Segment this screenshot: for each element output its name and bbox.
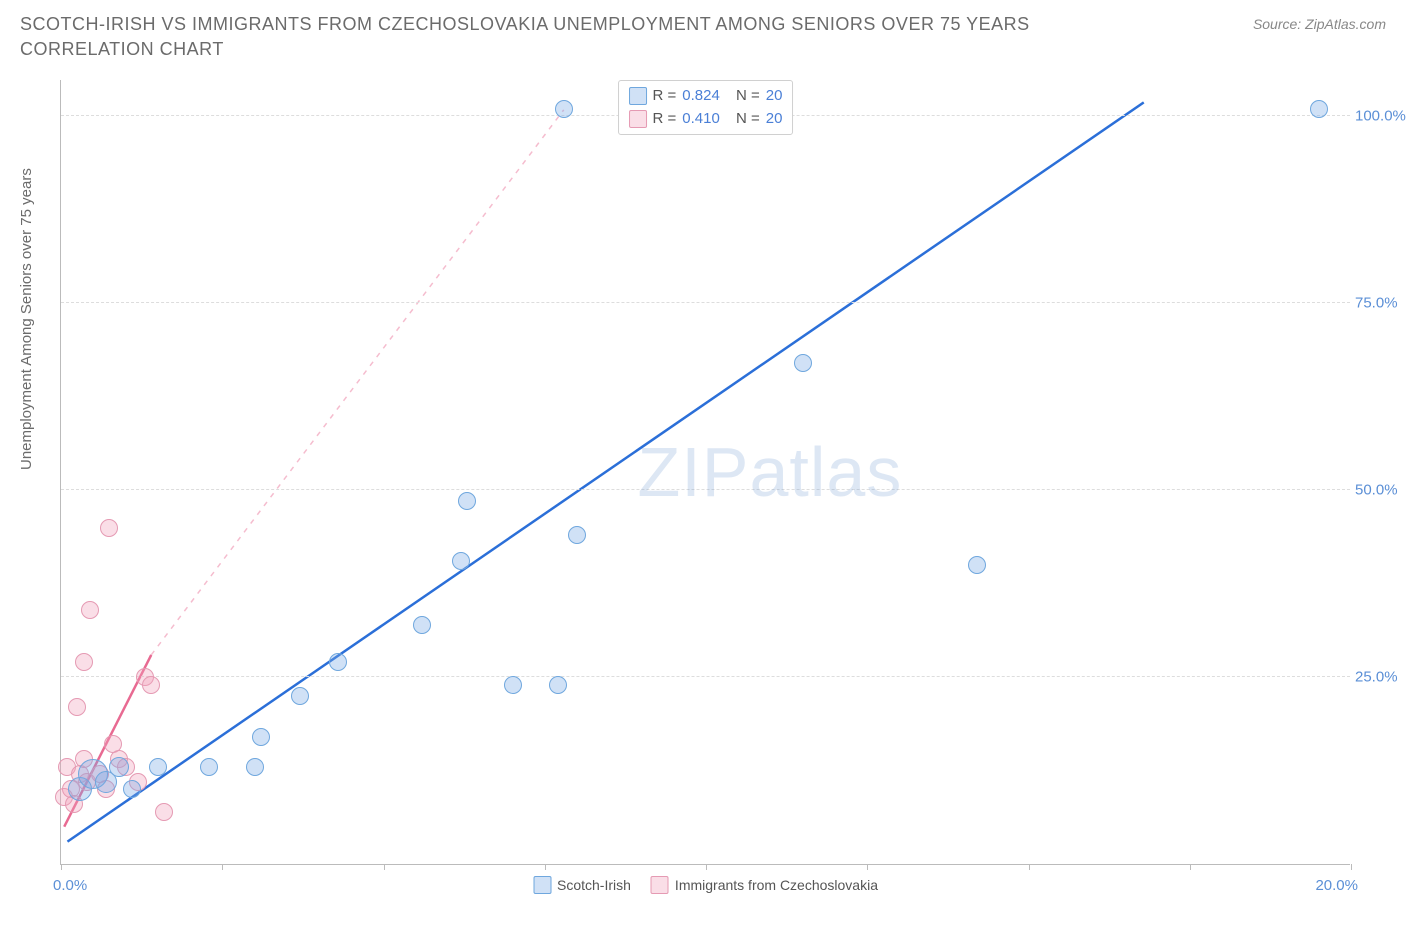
data-point xyxy=(252,728,270,746)
legend-row-blue: R = 0.824 N = 20 xyxy=(629,85,783,108)
data-point xyxy=(109,757,129,777)
swatch-blue xyxy=(629,87,647,105)
data-point xyxy=(149,758,167,776)
n-value-blue: 20 xyxy=(766,85,783,108)
watermark-zip: ZIP xyxy=(638,433,750,511)
gridline-h xyxy=(61,489,1350,490)
gridline-h xyxy=(61,676,1350,677)
n-value-pink: 20 xyxy=(766,108,783,131)
y-tick-label: 100.0% xyxy=(1355,108,1406,125)
data-point xyxy=(413,616,431,634)
data-point xyxy=(246,758,264,776)
data-point xyxy=(452,552,470,570)
data-point xyxy=(68,698,86,716)
data-point xyxy=(794,354,812,372)
y-axis-label: Unemployment Among Seniors over 75 years xyxy=(18,168,35,470)
r-label: R = xyxy=(653,85,677,108)
data-point xyxy=(200,758,218,776)
plot-area: ZIPatlas R = 0.824 N = 20 R = 0.410 N = … xyxy=(60,80,1350,865)
r-label: R = xyxy=(653,108,677,131)
y-tick-label: 50.0% xyxy=(1355,482,1406,499)
source-credit: Source: ZipAtlas.com xyxy=(1253,16,1386,32)
correlation-legend: R = 0.824 N = 20 R = 0.410 N = 20 xyxy=(618,80,794,135)
data-point xyxy=(329,653,347,671)
y-tick-label: 75.0% xyxy=(1355,295,1406,312)
x-tick xyxy=(384,864,385,870)
data-point xyxy=(968,556,986,574)
trend-line xyxy=(67,102,1143,841)
swatch-blue xyxy=(533,876,551,894)
data-point xyxy=(568,526,586,544)
trend-line xyxy=(151,110,563,655)
series-legend: Scotch-Irish Immigrants from Czechoslova… xyxy=(533,876,878,894)
legend-item-blue: Scotch-Irish xyxy=(533,876,631,894)
r-value-pink: 0.410 xyxy=(682,108,720,131)
watermark: ZIPatlas xyxy=(638,432,903,512)
x-tick xyxy=(1351,864,1352,870)
header-row: SCOTCH-IRISH VS IMMIGRANTS FROM CZECHOSL… xyxy=(20,12,1386,62)
legend-row-pink: R = 0.410 N = 20 xyxy=(629,108,783,131)
legend-label-blue: Scotch-Irish xyxy=(557,877,631,893)
data-point xyxy=(549,676,567,694)
x-axis-max-label: 20.0% xyxy=(1315,877,1358,894)
legend-item-pink: Immigrants from Czechoslovakia xyxy=(651,876,878,894)
n-label: N = xyxy=(736,108,760,131)
swatch-pink xyxy=(651,876,669,894)
gridline-h xyxy=(61,302,1350,303)
x-tick xyxy=(1029,864,1030,870)
x-tick xyxy=(545,864,546,870)
r-value-blue: 0.824 xyxy=(682,85,720,108)
x-tick xyxy=(867,864,868,870)
data-point xyxy=(1310,100,1328,118)
data-point xyxy=(81,601,99,619)
data-point xyxy=(291,687,309,705)
y-tick-label: 25.0% xyxy=(1355,669,1406,686)
data-point xyxy=(555,100,573,118)
data-point xyxy=(155,803,173,821)
x-tick xyxy=(222,864,223,870)
data-point xyxy=(504,676,522,694)
legend-label-pink: Immigrants from Czechoslovakia xyxy=(675,877,878,893)
x-tick xyxy=(1190,864,1191,870)
x-tick xyxy=(706,864,707,870)
swatch-pink xyxy=(629,110,647,128)
x-axis-min-label: 0.0% xyxy=(53,877,87,894)
data-point xyxy=(458,492,476,510)
data-point xyxy=(75,653,93,671)
chart-title: SCOTCH-IRISH VS IMMIGRANTS FROM CZECHOSL… xyxy=(20,12,1120,62)
trend-lines-layer xyxy=(61,80,1350,864)
data-point xyxy=(123,780,141,798)
n-label: N = xyxy=(736,85,760,108)
x-tick xyxy=(61,864,62,870)
data-point xyxy=(100,519,118,537)
watermark-atlas: atlas xyxy=(749,433,902,511)
data-point xyxy=(142,676,160,694)
